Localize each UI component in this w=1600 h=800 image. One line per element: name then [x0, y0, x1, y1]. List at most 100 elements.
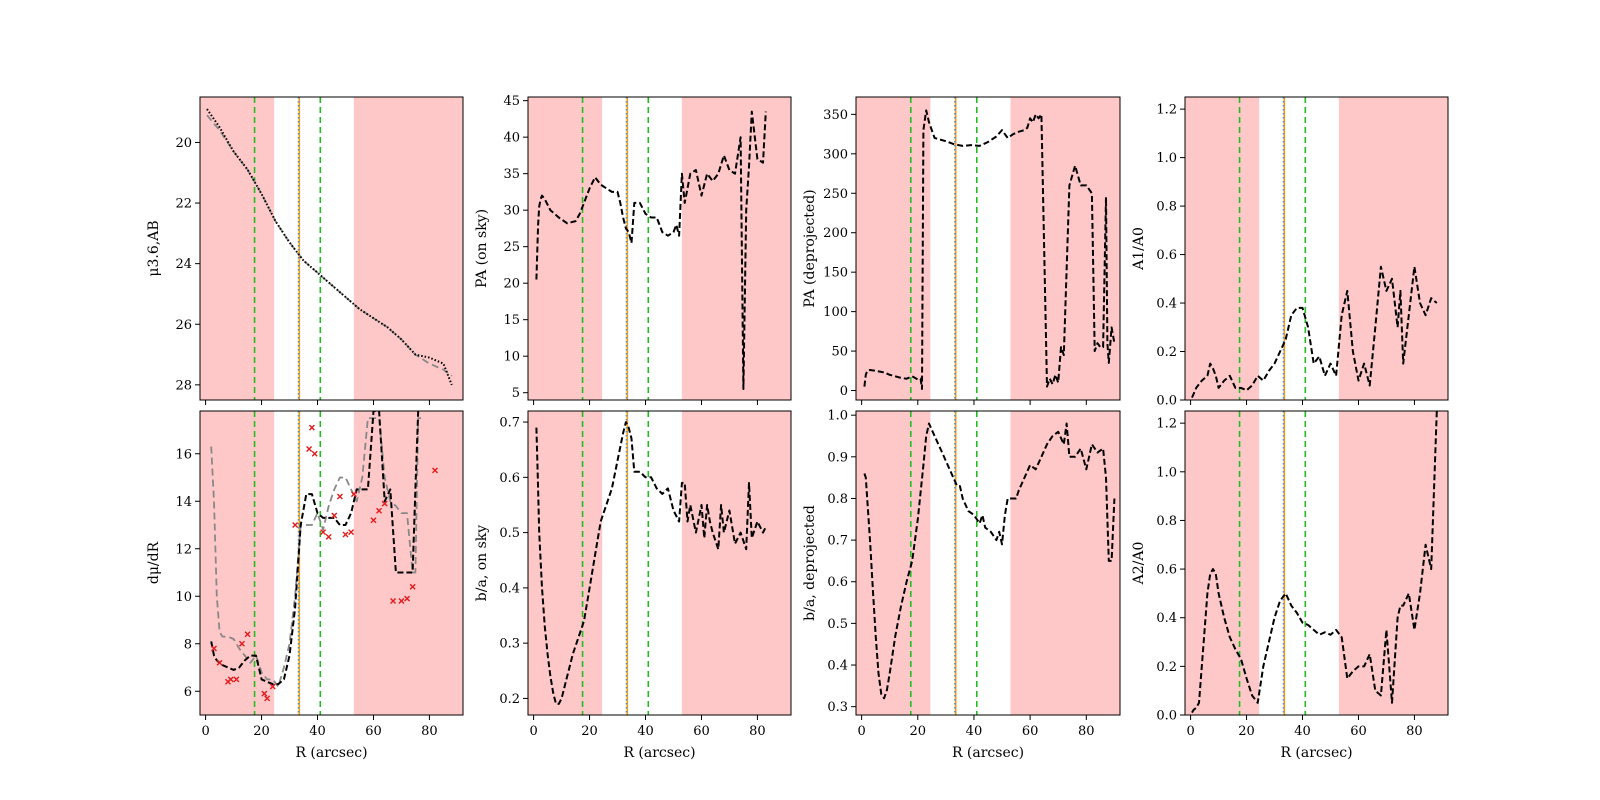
x-tick-label: 80 [1078, 724, 1095, 739]
marker-point [320, 529, 327, 536]
y-tick-label: 20 [503, 277, 520, 292]
y-axis-label: PA (on sky) [474, 209, 490, 288]
y-tick-label: 0.0 [1156, 709, 1177, 724]
x-tick-label: 40 [309, 724, 326, 739]
marker-point [398, 598, 405, 604]
axes-frame [199, 96, 464, 401]
y-tick-label: 1.0 [1156, 151, 1177, 166]
marker-point [350, 491, 357, 498]
axes-frame [855, 410, 1121, 716]
y-tick-label: 10 [503, 350, 520, 365]
marker-point [292, 522, 299, 528]
marker-point [348, 529, 355, 536]
y-tick-label: 300 [823, 147, 848, 162]
y-tick-label: 0.3 [499, 637, 520, 652]
x-tick-label: 40 [1294, 724, 1311, 739]
y-tick-label: 200 [823, 226, 848, 241]
y-tick-label: 45 [503, 94, 520, 109]
marker-point [336, 493, 343, 500]
marker-point [409, 583, 416, 590]
y-axis-label: A1/A0 [1131, 227, 1147, 271]
y-tick-label: 40 [503, 131, 520, 146]
y-tick-label: 350 [823, 108, 848, 123]
x-tick-label: 60 [693, 724, 710, 739]
y-tick-label: 100 [823, 305, 848, 320]
shaded-region [856, 411, 931, 715]
y-tick-label: 0.6 [827, 575, 848, 590]
x-axis-label: R (arcsec) [1280, 745, 1352, 761]
y-axis-label: PA (deprojected) [802, 189, 818, 307]
axes-frame [1184, 96, 1449, 401]
y-tick-label: 0.5 [827, 617, 848, 632]
y-tick-label: 0.0 [1156, 394, 1177, 409]
x-tick-label: 0 [857, 724, 865, 739]
x-tick-label: 20 [253, 724, 270, 739]
y-tick-label: 15 [503, 313, 520, 328]
x-tick-label: 80 [749, 724, 766, 739]
y-tick-label: 30 [503, 204, 520, 219]
x-tick-label: 20 [910, 724, 927, 739]
y-tick-label: 0.6 [1156, 248, 1177, 263]
y-tick-label: 0.2 [1156, 660, 1177, 675]
x-axis-label: R (arcsec) [952, 745, 1024, 761]
y-tick-label: 14 [175, 495, 192, 510]
y-tick-label: 35 [503, 167, 520, 182]
y-axis-label: b/a, deprojected [802, 505, 818, 621]
marker-point [216, 659, 223, 666]
y-tick-label: 0.5 [499, 526, 520, 541]
shaded-region [856, 97, 931, 400]
marker-point [244, 631, 251, 638]
y-tick-label: 12 [175, 542, 192, 557]
y-tick-label: 24 [175, 257, 192, 272]
x-tick-label: 60 [1022, 724, 1039, 739]
series-line [863, 422, 1116, 700]
x-tick-label: 40 [637, 724, 654, 739]
shaded-region [1185, 97, 1260, 400]
y-tick-label: 0.2 [1156, 345, 1177, 360]
x-tick-label: 0 [529, 724, 537, 739]
x-tick-label: 40 [966, 724, 983, 739]
y-tick-label: 1.0 [1156, 465, 1177, 480]
x-tick-label: 20 [581, 724, 598, 739]
shaded-region [1185, 411, 1260, 715]
marker-point [342, 531, 349, 538]
x-tick-label: 0 [1186, 724, 1194, 739]
y-tick-label: 20 [175, 136, 192, 151]
y-tick-label: 1.2 [1156, 417, 1177, 432]
marker-point [264, 695, 271, 702]
panel-pa-sky: 5 10 15 20 25 30 35 40 45 PA (on sky) [474, 94, 792, 405]
y-tick-label: 28 [175, 378, 192, 393]
y-axis-label: μ3.6,AB [146, 220, 162, 276]
y-tick-label: 1.2 [1156, 103, 1177, 118]
panel-dmu-dr: 6 8 10 12 14 16 0 20 40 60 80 dμ/dR R (arcsec) [146, 410, 464, 761]
y-tick-label: 6 [184, 685, 192, 700]
marker-point [376, 507, 383, 514]
marker-point [308, 424, 315, 431]
marker-point [390, 598, 397, 604]
x-tick-label: 60 [1350, 724, 1367, 739]
shaded-region [1010, 411, 1120, 715]
y-tick-label: 1.0 [827, 409, 848, 424]
x-axis-label: R (arcsec) [623, 745, 695, 761]
axes-frame [199, 410, 464, 716]
y-tick-label: 0.4 [499, 581, 520, 596]
axes-frame [855, 96, 1121, 401]
x-tick-label: 20 [1238, 724, 1255, 739]
y-tick-label: 16 [175, 447, 192, 462]
y-tick-label: 10 [175, 590, 192, 605]
y-tick-label: 0.8 [1156, 200, 1177, 215]
y-tick-label: 0.8 [827, 492, 848, 507]
shaded-region [353, 97, 463, 400]
x-tick-label: 60 [365, 724, 382, 739]
marker-point [331, 512, 338, 519]
y-tick-label: 0.3 [827, 700, 848, 715]
shaded-region [1010, 97, 1120, 400]
y-tick-label: 0.4 [1156, 611, 1177, 626]
x-tick-label: 80 [1406, 724, 1423, 739]
shaded-region [681, 411, 791, 715]
y-tick-label: 22 [175, 197, 192, 212]
y-tick-label: 0.4 [827, 659, 848, 674]
marker-point [227, 676, 234, 683]
x-tick-label: 80 [421, 724, 438, 739]
y-tick-label: 0 [840, 384, 848, 399]
